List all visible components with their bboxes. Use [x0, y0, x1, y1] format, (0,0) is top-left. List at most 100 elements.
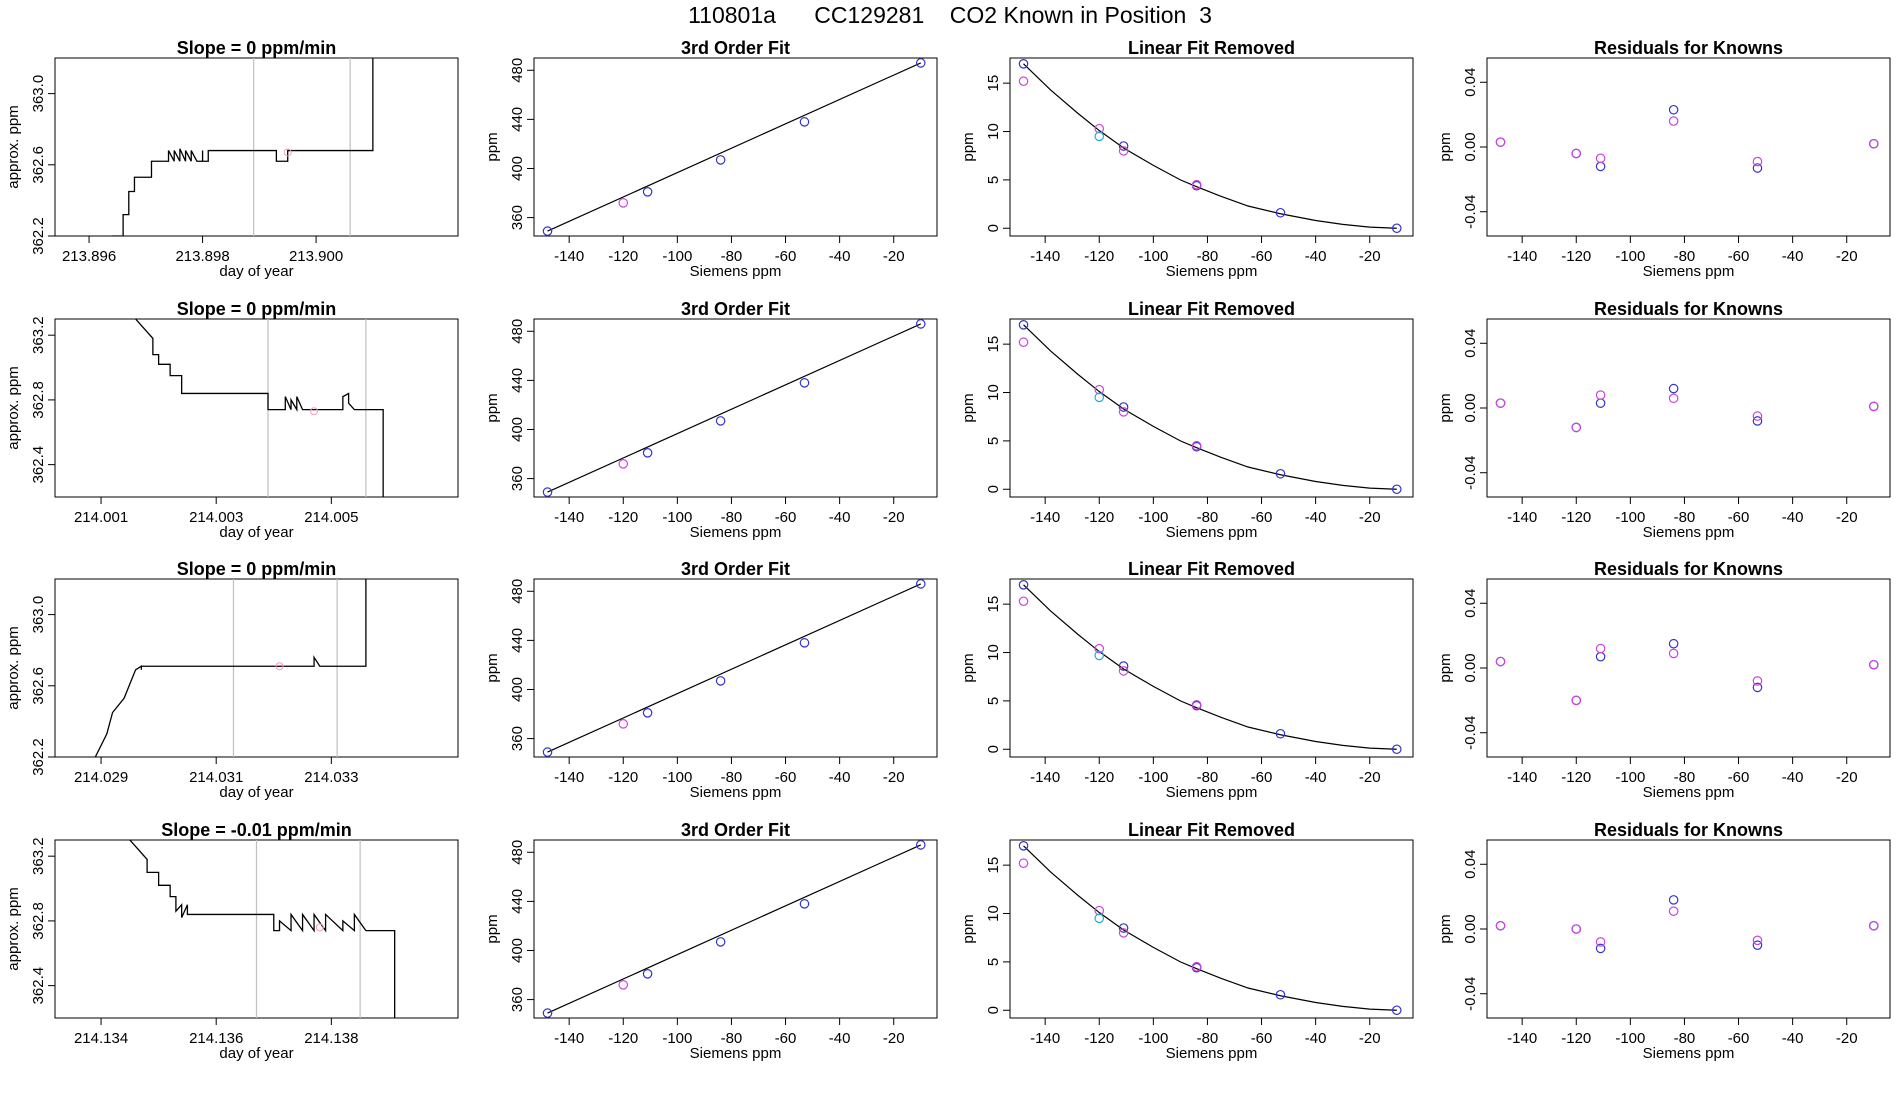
data-point: [1868, 659, 1879, 670]
x-tick-label: 214.001: [74, 509, 128, 526]
data-point: [1391, 484, 1402, 495]
y-tick-label: 0: [985, 745, 1002, 753]
y-tick-label: 400: [509, 677, 526, 702]
plot-frame: [1486, 318, 1891, 498]
data-point: [1752, 163, 1763, 173]
x-axis-label: Siemens ppm: [1643, 1045, 1735, 1062]
data-point: [1752, 416, 1763, 426]
data-point: [1094, 650, 1105, 661]
x-axis-label: Siemens ppm: [1643, 263, 1735, 280]
y-axis-label: ppm: [960, 653, 977, 682]
mean-marker: [310, 407, 319, 416]
y-tick-label: 362.4: [30, 446, 47, 484]
data-point: [1668, 383, 1679, 394]
x-tick-label: -80: [1674, 1030, 1696, 1047]
data-point: [1094, 643, 1105, 654]
x-tick-label: -20: [1836, 248, 1858, 265]
y-tick-label: 10: [985, 905, 1002, 922]
plot-frame: [1009, 318, 1414, 498]
data-point: [1668, 116, 1679, 126]
y-axis-label: approx. ppm: [5, 626, 22, 709]
fit-curve: [1023, 63, 1397, 229]
data-point: [618, 980, 629, 990]
data-point: [1752, 940, 1763, 950]
x-tick-label: -100: [1615, 1030, 1645, 1047]
y-tick-label: 440: [509, 107, 526, 132]
y-axis-label: ppm: [484, 914, 501, 943]
data-point: [1118, 146, 1129, 156]
y-axis-label: ppm: [1437, 393, 1454, 422]
data-point: [1094, 384, 1105, 395]
y-tick-label: 480: [509, 58, 526, 83]
y-tick-label: -0.04: [1462, 977, 1479, 1011]
x-tick-label: -60: [775, 769, 797, 786]
data-point: [1094, 913, 1105, 924]
plot-frame: [1009, 578, 1414, 758]
x-axis-label: Siemens ppm: [1643, 524, 1735, 541]
x-tick-label: -120: [608, 248, 638, 265]
data-point: [1495, 656, 1506, 667]
x-tick-label: -20: [1359, 769, 1381, 786]
x-tick-label: -120: [1084, 1030, 1114, 1047]
y-tick-label: 0.04: [1462, 850, 1479, 879]
y-tick-label: 0.00: [1462, 914, 1479, 943]
y-tick-label: 0.00: [1462, 132, 1479, 161]
y-tick-label: 363.2: [30, 837, 47, 875]
x-tick-label: -20: [1836, 769, 1858, 786]
x-tick-label: -120: [608, 1030, 638, 1047]
data-point: [1275, 207, 1286, 218]
data-point: [715, 937, 726, 947]
fit-curve: [547, 844, 922, 1014]
data-point: [1275, 989, 1286, 1000]
x-tick-label: -120: [1084, 509, 1114, 526]
y-tick-label: -0.04: [1462, 716, 1479, 750]
x-tick-label: -20: [1836, 509, 1858, 526]
x-tick-label: -60: [775, 1030, 797, 1047]
y-tick-label: 362.2: [30, 738, 47, 776]
data-point: [542, 487, 553, 497]
plot-area: [542, 319, 926, 497]
data-point: [1752, 676, 1763, 686]
plot-frame: [533, 57, 938, 237]
x-tick-label: 214.031: [189, 769, 243, 786]
panel-title: Residuals for Knowns: [1594, 820, 1783, 840]
x-tick-label: -140: [554, 248, 584, 265]
plot-area: [135, 319, 384, 497]
x-tick-label: -140: [1030, 1030, 1060, 1047]
data-point: [1118, 923, 1129, 933]
data-point: [1118, 661, 1129, 671]
y-tick-label: 360: [509, 726, 526, 751]
x-tick-label: -60: [775, 248, 797, 265]
data-point: [1595, 153, 1606, 164]
panel-title: Linear Fit Removed: [1128, 299, 1295, 319]
data-point: [1495, 920, 1506, 931]
data-point: [1868, 138, 1879, 149]
panel-r3-fit: 3rd Order Fit -140 -120 -100 -80 -60 -40 -20 Sie…: [484, 559, 938, 801]
y-tick-label: 10: [985, 644, 1002, 661]
fit-curve: [547, 323, 922, 493]
x-tick-label: -140: [1507, 1030, 1537, 1047]
y-tick-label: 480: [509, 840, 526, 865]
x-tick-label: -80: [1674, 769, 1696, 786]
x-axis-label: day of year: [219, 263, 293, 280]
y-axis-label: ppm: [484, 132, 501, 161]
x-axis-label: day of year: [219, 784, 293, 801]
y-tick-label: 0.04: [1462, 329, 1479, 358]
x-tick-label: -60: [1251, 769, 1273, 786]
x-tick-label: -20: [1359, 1030, 1381, 1047]
data-point: [1018, 320, 1029, 330]
x-axis-label: day of year: [219, 1045, 293, 1062]
y-tick-label: 5: [985, 176, 1002, 184]
x-tick-label: -120: [1561, 1030, 1591, 1047]
x-tick-label: -100: [662, 509, 692, 526]
x-tick-label: -40: [829, 509, 851, 526]
x-tick-label: -40: [1305, 248, 1327, 265]
data-point: [1595, 161, 1606, 172]
data-point: [1018, 596, 1029, 607]
x-tick-label: -60: [1728, 248, 1750, 265]
y-tick-label: 363.2: [30, 316, 47, 354]
panel-r2-fit: 3rd Order Fit -140 -120 -100 -80 -60 -40 -20 Sie…: [484, 299, 938, 541]
x-tick-label: 213.898: [175, 248, 229, 265]
data-point: [1668, 895, 1679, 905]
data-point: [1868, 920, 1879, 931]
